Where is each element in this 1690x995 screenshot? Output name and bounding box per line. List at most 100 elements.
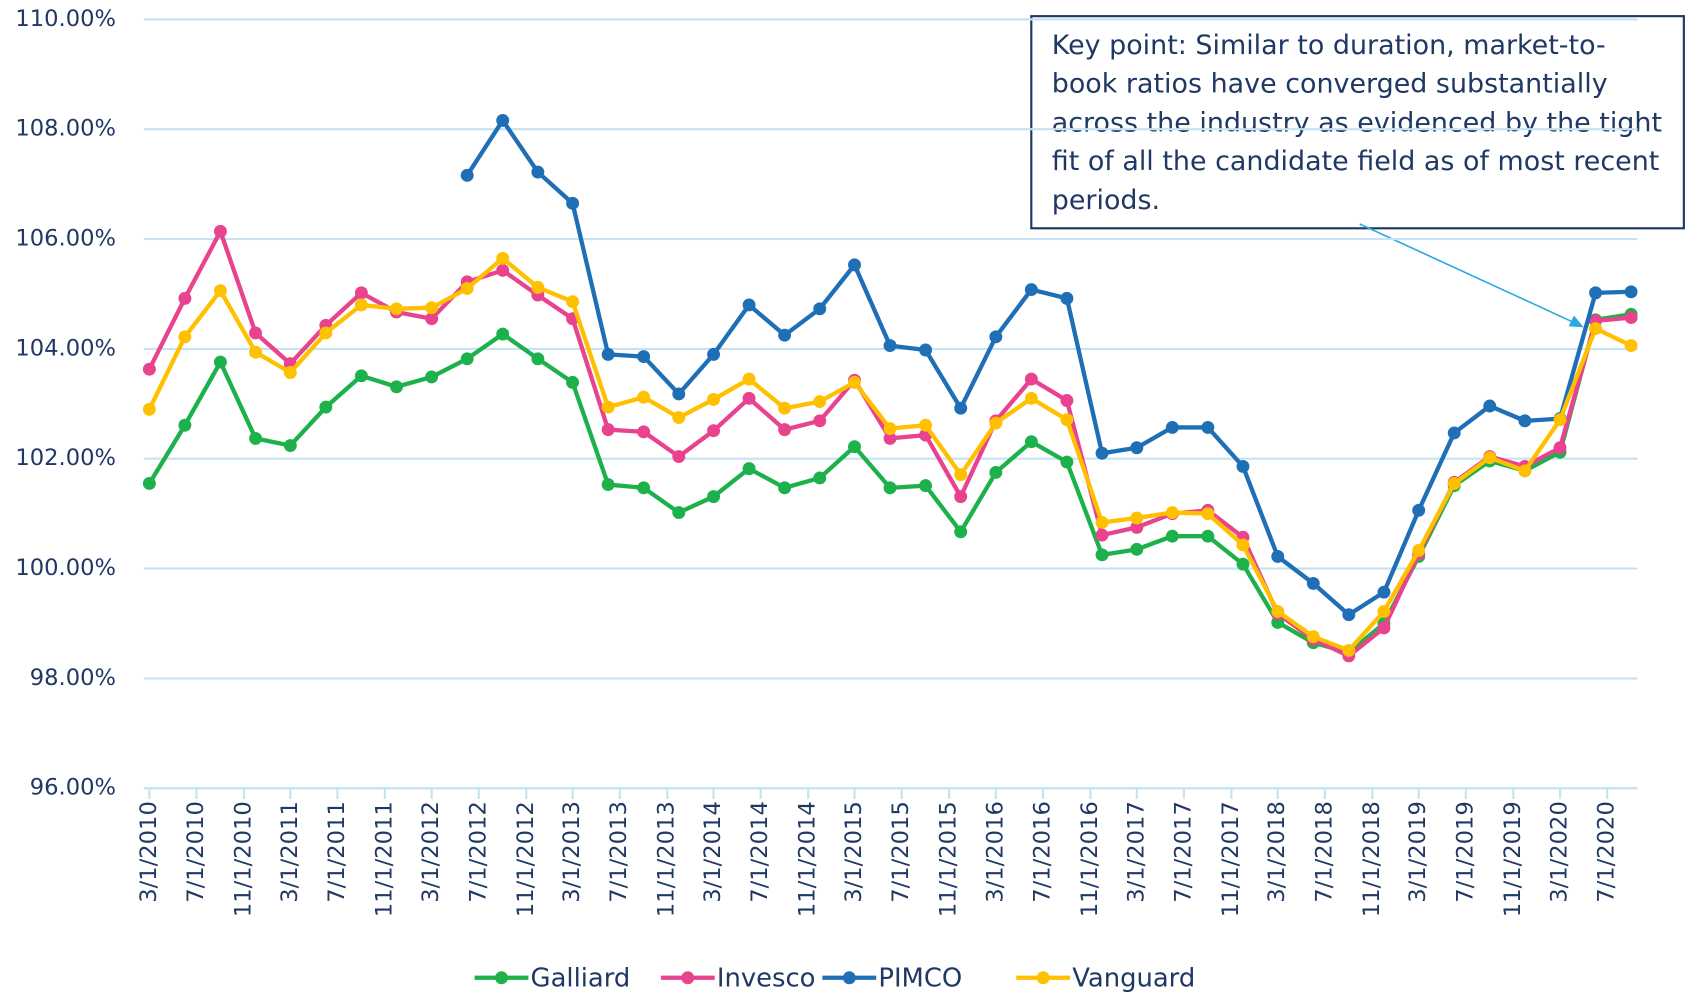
series-marker <box>672 450 686 463</box>
series-marker <box>989 330 1003 344</box>
x-tick-label: 7/1/2014 <box>747 801 773 903</box>
legend-item: Vanguard <box>1016 963 1195 993</box>
series-marker <box>496 263 510 277</box>
series-marker <box>883 431 897 445</box>
series-marker <box>319 326 333 340</box>
annotation-arrow <box>1359 223 1576 324</box>
series-marker <box>142 402 156 416</box>
series-marker <box>213 355 227 369</box>
x-tick-label: 11/1/2019 <box>1500 801 1526 917</box>
series-marker <box>1165 420 1179 434</box>
series-marker <box>354 286 368 300</box>
series-marker <box>1024 391 1038 405</box>
arrow-head <box>1568 315 1584 328</box>
series-marker <box>1236 459 1250 473</box>
x-tick-label: 3/1/2014 <box>700 801 726 903</box>
series-marker <box>1095 548 1109 562</box>
legend-marker <box>681 971 695 985</box>
series-marker <box>390 380 403 394</box>
series-marker <box>778 401 792 415</box>
x-tick-label: 11/1/2018 <box>1359 801 1385 917</box>
series-marker <box>742 298 756 312</box>
series-marker <box>919 479 933 493</box>
y-tick-label: 108.00% <box>15 116 116 142</box>
x-tick-label: 11/1/2010 <box>230 801 256 917</box>
x-tick-label: 3/1/2015 <box>841 801 867 903</box>
legend-label: Vanguard <box>1072 963 1195 993</box>
series-marker <box>1377 604 1391 618</box>
x-tick-label: 3/1/2010 <box>136 801 162 903</box>
series-marker <box>1271 604 1285 618</box>
series-marker <box>637 390 651 404</box>
series-marker <box>601 400 615 414</box>
x-tick-label: 3/1/2012 <box>418 801 444 903</box>
series-marker <box>496 113 510 127</box>
series-marker <box>178 291 192 305</box>
series-marker <box>1024 283 1038 297</box>
series-marker <box>1624 339 1638 353</box>
y-tick-label: 110.00% <box>15 6 116 32</box>
series-marker <box>883 481 897 495</box>
series-marker <box>672 411 686 425</box>
x-tick-label: 7/1/2017 <box>1170 801 1196 903</box>
series-marker <box>883 339 897 353</box>
series-marker <box>1095 515 1109 529</box>
x-tick-label: 3/1/2020 <box>1547 801 1573 903</box>
series-marker <box>1447 476 1461 490</box>
series-marker <box>1130 542 1144 556</box>
series-marker <box>566 196 580 210</box>
series-marker <box>354 298 368 312</box>
series-marker <box>707 347 721 361</box>
series-marker <box>1306 630 1320 644</box>
x-tick-label: 3/1/2011 <box>277 801 303 903</box>
legend-label: Invesco <box>717 963 816 993</box>
series-marker <box>601 347 615 361</box>
series-marker <box>213 284 227 298</box>
x-tick-label: 7/1/2018 <box>1311 801 1337 903</box>
x-tick-label: 11/1/2013 <box>654 801 680 917</box>
series-marker <box>1412 543 1426 557</box>
x-tick-label: 3/1/2016 <box>982 801 1008 903</box>
series-marker <box>1060 394 1074 407</box>
x-tick-label: 11/1/2017 <box>1218 801 1244 917</box>
legend-marker <box>495 971 508 985</box>
series-marker <box>1095 446 1109 460</box>
legend-marker <box>842 971 856 985</box>
series-marker <box>1201 529 1215 543</box>
series-marker <box>848 258 861 272</box>
series-marker <box>989 416 1003 430</box>
x-tick-label: 11/1/2012 <box>513 801 539 917</box>
series-marker <box>425 370 439 384</box>
series-marker <box>566 375 580 389</box>
series-marker <box>813 395 827 409</box>
series-marker <box>672 506 686 520</box>
x-tick-label: 3/1/2013 <box>559 801 585 903</box>
series-marker <box>390 302 403 316</box>
series-marker <box>249 431 263 445</box>
series-marker <box>1483 451 1497 465</box>
series-marker <box>637 425 651 439</box>
series-marker <box>142 476 156 490</box>
series-marker <box>283 439 297 453</box>
series-marker <box>778 328 792 342</box>
x-tick-label: 7/1/2010 <box>183 801 209 903</box>
annotation-box <box>1030 15 1685 230</box>
series-marker <box>1306 576 1320 590</box>
series-marker <box>813 471 827 485</box>
series-marker <box>1024 372 1038 386</box>
y-tick-label: 102.00% <box>15 445 116 471</box>
series-marker <box>954 401 968 415</box>
series-marker <box>637 350 651 364</box>
series-marker <box>742 462 756 476</box>
series-marker <box>1165 506 1179 520</box>
series-marker <box>496 251 510 265</box>
series-marker <box>601 423 615 437</box>
series-marker <box>531 165 545 179</box>
series-marker <box>1447 426 1461 440</box>
series-marker <box>848 440 861 454</box>
legend-label: PIMCO <box>878 963 962 993</box>
series-marker <box>1589 286 1603 300</box>
series-marker <box>742 391 756 405</box>
series-line <box>465 118 1632 617</box>
